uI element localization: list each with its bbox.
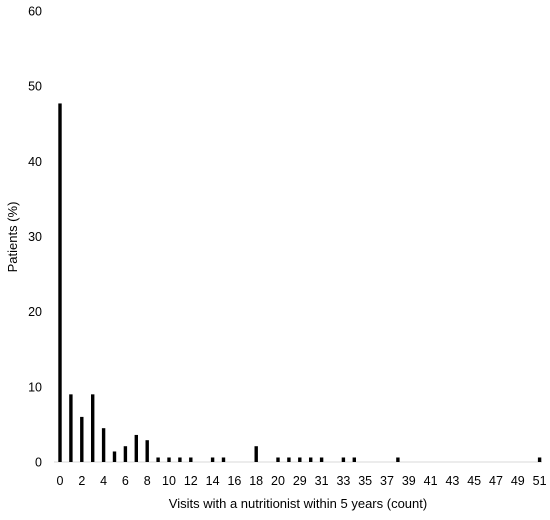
bars [58, 103, 542, 462]
bar [396, 457, 400, 462]
y-tick-label: 40 [28, 155, 42, 169]
bar [80, 416, 84, 462]
x-tick-label: 39 [402, 474, 416, 488]
x-tick-label: 10 [162, 474, 176, 488]
y-tick-label: 50 [28, 80, 42, 94]
bar [537, 457, 542, 462]
x-tick-label: 51 [533, 474, 547, 488]
x-tick-label: 6 [122, 474, 129, 488]
bar [134, 434, 138, 462]
x-tick-label: 12 [184, 474, 198, 488]
bar [319, 457, 324, 462]
y-tick-label: 30 [28, 230, 42, 244]
x-tick-label: 35 [358, 474, 372, 488]
x-tick-label: 16 [227, 474, 241, 488]
bar [112, 451, 117, 462]
bar [145, 440, 149, 462]
bar [101, 428, 106, 462]
x-tick-label: 41 [424, 474, 438, 488]
bar [123, 446, 128, 462]
bar [221, 457, 226, 462]
x-axis-ticks: 0 2 4 6 8 10 12 14 16 18 20 29 31 33 35 37 39 41 43 45 47 49 5… [57, 474, 547, 488]
x-tick-label: 43 [445, 474, 459, 488]
bar [298, 457, 302, 462]
bar [156, 457, 160, 462]
bar [309, 457, 313, 462]
bar [58, 103, 62, 462]
x-tick-label: 14 [206, 474, 220, 488]
bar [210, 457, 215, 462]
x-tick-label: 8 [144, 474, 151, 488]
y-tick-label: 10 [28, 380, 42, 394]
y-tick-label: 60 [28, 5, 42, 19]
bar [341, 457, 346, 462]
bar [352, 457, 356, 462]
y-tick-label: 20 [28, 305, 42, 319]
y-axis-ticks: 0 10 20 30 40 50 60 [28, 5, 42, 470]
bar [91, 394, 95, 462]
x-tick-label: 29 [293, 474, 307, 488]
x-tick-label: 4 [100, 474, 107, 488]
x-tick-label: 37 [380, 474, 394, 488]
x-tick-label: 20 [271, 474, 285, 488]
x-tick-label: 45 [467, 474, 481, 488]
x-axis-title: Visits with a nutritionist within 5 year… [169, 496, 427, 511]
bar [254, 446, 258, 462]
y-axis-title: Patients (%) [5, 202, 20, 273]
x-tick-label: 33 [336, 474, 350, 488]
x-tick-label: 0 [57, 474, 64, 488]
bar [287, 457, 291, 462]
x-tick-label: 2 [78, 474, 85, 488]
x-tick-label: 49 [511, 474, 525, 488]
y-tick-label: 0 [35, 456, 42, 470]
x-tick-label: 31 [315, 474, 329, 488]
bar [189, 457, 193, 462]
bar [167, 457, 171, 462]
x-tick-label: 18 [249, 474, 263, 488]
x-tick-label: 47 [489, 474, 503, 488]
bar [276, 457, 280, 462]
bar [69, 394, 73, 462]
bar [178, 457, 182, 462]
